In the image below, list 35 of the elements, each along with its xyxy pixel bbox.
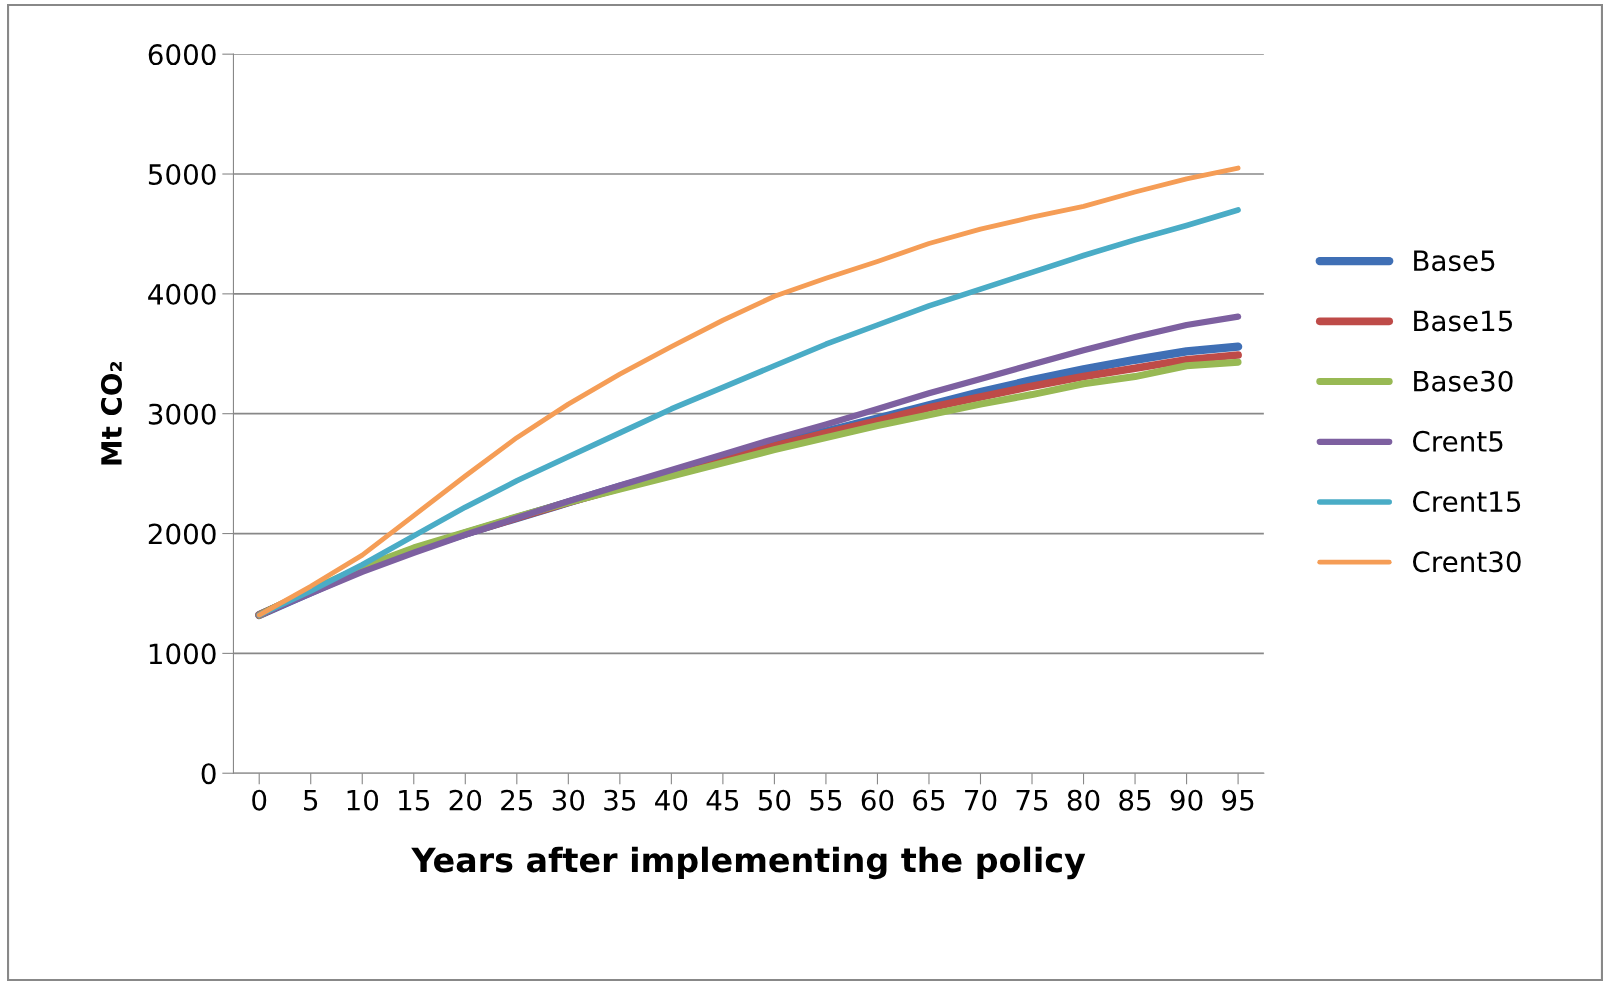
legend-label: Crent30 [1412, 551, 1521, 573]
legend-label: Base5 [1414, 250, 1495, 272]
y-tick-label: 1000 [149, 643, 216, 665]
legend-label: Base30 [1414, 370, 1513, 392]
y-axis-title: Mt CO₂ [100, 361, 122, 465]
x-tick-label: 55 [810, 790, 842, 811]
x-axis-title: Years after implementing the policy [411, 846, 1086, 880]
x-tick-label: 85 [1119, 789, 1151, 811]
legend-label: Crent5 [1412, 430, 1503, 452]
x-tick-label: 35 [604, 789, 636, 811]
x-tick-label: 65 [913, 789, 945, 811]
y-tick-label: 6000 [148, 44, 216, 66]
legend-label: Base15 [1414, 310, 1512, 332]
x-tick-label: 80 [1067, 789, 1100, 811]
x-tick-label: 5 [304, 790, 318, 811]
x-tick-label: 15 [399, 790, 430, 811]
y-tick-label: 5000 [148, 163, 216, 185]
legend-label: Crent15 [1412, 491, 1521, 513]
y-tick-label: 3000 [148, 403, 216, 425]
y-tick-label: 0 [201, 763, 216, 785]
x-tick-label: 60 [861, 789, 894, 811]
x-tick-label: 50 [758, 789, 791, 811]
y-tick-label: 2000 [148, 523, 216, 545]
x-tick-label: 25 [501, 789, 533, 811]
y-tick-label: 4000 [148, 283, 216, 305]
x-tick-label: 10 [347, 789, 379, 811]
x-tick-label: 45 [706, 790, 739, 811]
x-tick-label: 30 [552, 789, 585, 811]
x-tick-label: 20 [449, 789, 482, 811]
x-tick-label: 70 [965, 789, 997, 811]
x-tick-label: 75 [1016, 790, 1048, 811]
x-tick-label: 40 [655, 789, 688, 811]
x-tick-label: 90 [1170, 789, 1203, 811]
x-tick-label: 0 [252, 789, 267, 811]
x-tick-label: 95 [1222, 789, 1254, 811]
